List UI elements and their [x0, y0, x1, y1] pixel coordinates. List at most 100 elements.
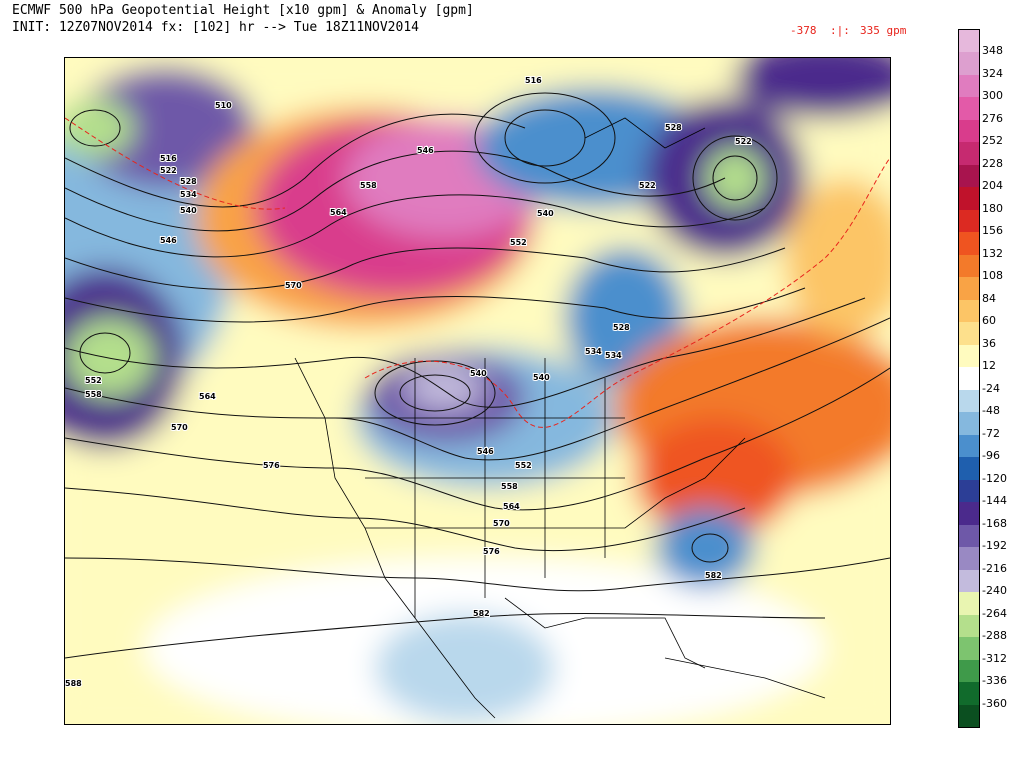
colorbar-tick-label: 300 — [982, 89, 1003, 103]
colorbar-segment — [959, 367, 979, 391]
colorbar — [958, 29, 980, 728]
contour-value-label: 552 — [510, 238, 527, 247]
contour-value-label: 552 — [85, 376, 102, 385]
contour-value-label: 510 — [215, 101, 232, 110]
contour-value-label: 588 — [65, 679, 82, 688]
contour-value-label: 534 — [585, 347, 602, 356]
colorbar-segment — [959, 187, 979, 211]
contour-value-label: 528 — [180, 177, 197, 186]
contour-value-label: 570 — [493, 519, 510, 528]
colorbar-segment — [959, 389, 979, 413]
colorbar-segment — [959, 322, 979, 346]
contour-value-label: 546 — [160, 236, 177, 245]
contour-value-label: 516 — [160, 154, 177, 163]
borders — [294, 117, 826, 719]
contour-value-label: 558 — [501, 482, 518, 491]
colorbar-tick-label: -144 — [982, 494, 1007, 508]
colorbar-tick-label: 108 — [982, 269, 1003, 283]
colorbar-tick-label: -168 — [982, 516, 1007, 530]
anomaly-shading — [65, 58, 890, 724]
contour-value-label: 582 — [705, 571, 722, 580]
contour-value-label: 540 — [537, 209, 554, 218]
dashed-540-line — [65, 117, 890, 428]
colorbar-segment — [959, 412, 979, 436]
colorbar-tick-label: 60 — [982, 314, 996, 328]
contour-value-label: 570 — [171, 423, 188, 432]
colorbar-segment — [959, 52, 979, 76]
map-title: ECMWF 500 hPa Geopotential Height [x10 g… — [12, 3, 474, 18]
contour-value-label: 582 — [473, 609, 490, 618]
colorbar-tick-label: 204 — [982, 179, 1003, 193]
contour-value-label: 558 — [360, 181, 377, 190]
contour-value-label: 576 — [483, 547, 500, 556]
colorbar-segment — [959, 254, 979, 278]
colorbar-segment — [959, 524, 979, 548]
contour-value-label: 522 — [160, 166, 177, 175]
contour-value-label: 570 — [285, 281, 302, 290]
contour-value-label: 564 — [503, 502, 520, 511]
colorbar-tick-label: 276 — [982, 111, 1003, 125]
contour-value-label: 528 — [613, 323, 630, 332]
colorbar-segment — [959, 164, 979, 188]
contour-value-label: 516 — [525, 76, 542, 85]
colorbar-tick-label: 132 — [982, 246, 1003, 260]
contour-value-label: 540 — [470, 369, 487, 378]
colorbar-segment — [959, 30, 979, 53]
colorbar-tick-label: -216 — [982, 561, 1007, 575]
colorbar-segment — [959, 682, 979, 705]
colorbar-segment — [959, 637, 979, 661]
colorbar-tick-label: -120 — [982, 471, 1007, 485]
contour-value-label: 528 — [665, 123, 682, 132]
colorbar-tick-label: 252 — [982, 134, 1003, 148]
colorbar-segment — [959, 142, 979, 166]
colorbar-segment — [959, 232, 979, 256]
range-separator: :|: — [830, 24, 850, 37]
colorbar-tick-label: 84 — [982, 291, 996, 305]
range-max: 335 gpm — [860, 24, 907, 37]
colorbar-segment — [959, 502, 979, 526]
colorbar-tick-label: 156 — [982, 224, 1003, 238]
contour-value-label: 540 — [180, 206, 197, 215]
colorbar-segment — [959, 614, 979, 638]
colorbar-segment — [959, 547, 979, 571]
colorbar-tick-label: 324 — [982, 66, 1003, 80]
colorbar-segment — [959, 299, 979, 323]
colorbar-tick-label: -96 — [982, 449, 1000, 463]
range-min: -378 — [790, 24, 817, 37]
colorbar-tick-label: -312 — [982, 651, 1007, 665]
colorbar-segment — [959, 97, 979, 121]
contour-value-label: 522 — [639, 181, 656, 190]
map-panel: 510 516 522 528 534 540 546 546 558 564 570 552 558 5… — [64, 57, 891, 725]
contour-value-label: 546 — [417, 146, 434, 155]
colorbar-tick-label: 12 — [982, 359, 996, 373]
colorbar-segment — [959, 434, 979, 458]
init-forecast-line: INIT: 12Z07NOV2014 fx: [102] hr --> Tue … — [12, 20, 419, 35]
colorbar-segment — [959, 344, 979, 368]
colorbar-segment — [959, 592, 979, 616]
colorbar-tick-label: -240 — [982, 584, 1007, 598]
colorbar-tick-label: -192 — [982, 539, 1007, 553]
colorbar-segment — [959, 119, 979, 143]
contour-value-label: 564 — [330, 208, 347, 217]
colorbar-tick-label: 180 — [982, 201, 1003, 215]
height-contours — [65, 92, 890, 659]
contour-value-label: 558 — [85, 390, 102, 399]
contour-value-label: 534 — [180, 190, 197, 199]
contour-value-label: 576 — [263, 461, 280, 470]
colorbar-segment — [959, 74, 979, 98]
colorbar-tick-label: 36 — [982, 336, 996, 350]
contour-value-label: 546 — [477, 447, 494, 456]
colorbar-segment — [959, 457, 979, 481]
contour-value-label: 522 — [735, 137, 752, 146]
colorbar-tick-label: -24 — [982, 381, 1000, 395]
colorbar-tick-label: -288 — [982, 629, 1007, 643]
contour-value-label: 564 — [199, 392, 216, 401]
colorbar-segment — [959, 569, 979, 593]
colorbar-segment — [959, 277, 979, 301]
colorbar-tick-label: -72 — [982, 426, 1000, 440]
colorbar-tick-label: -336 — [982, 674, 1007, 688]
contour-value-label: 552 — [515, 461, 532, 470]
colorbar-segment — [959, 704, 979, 728]
